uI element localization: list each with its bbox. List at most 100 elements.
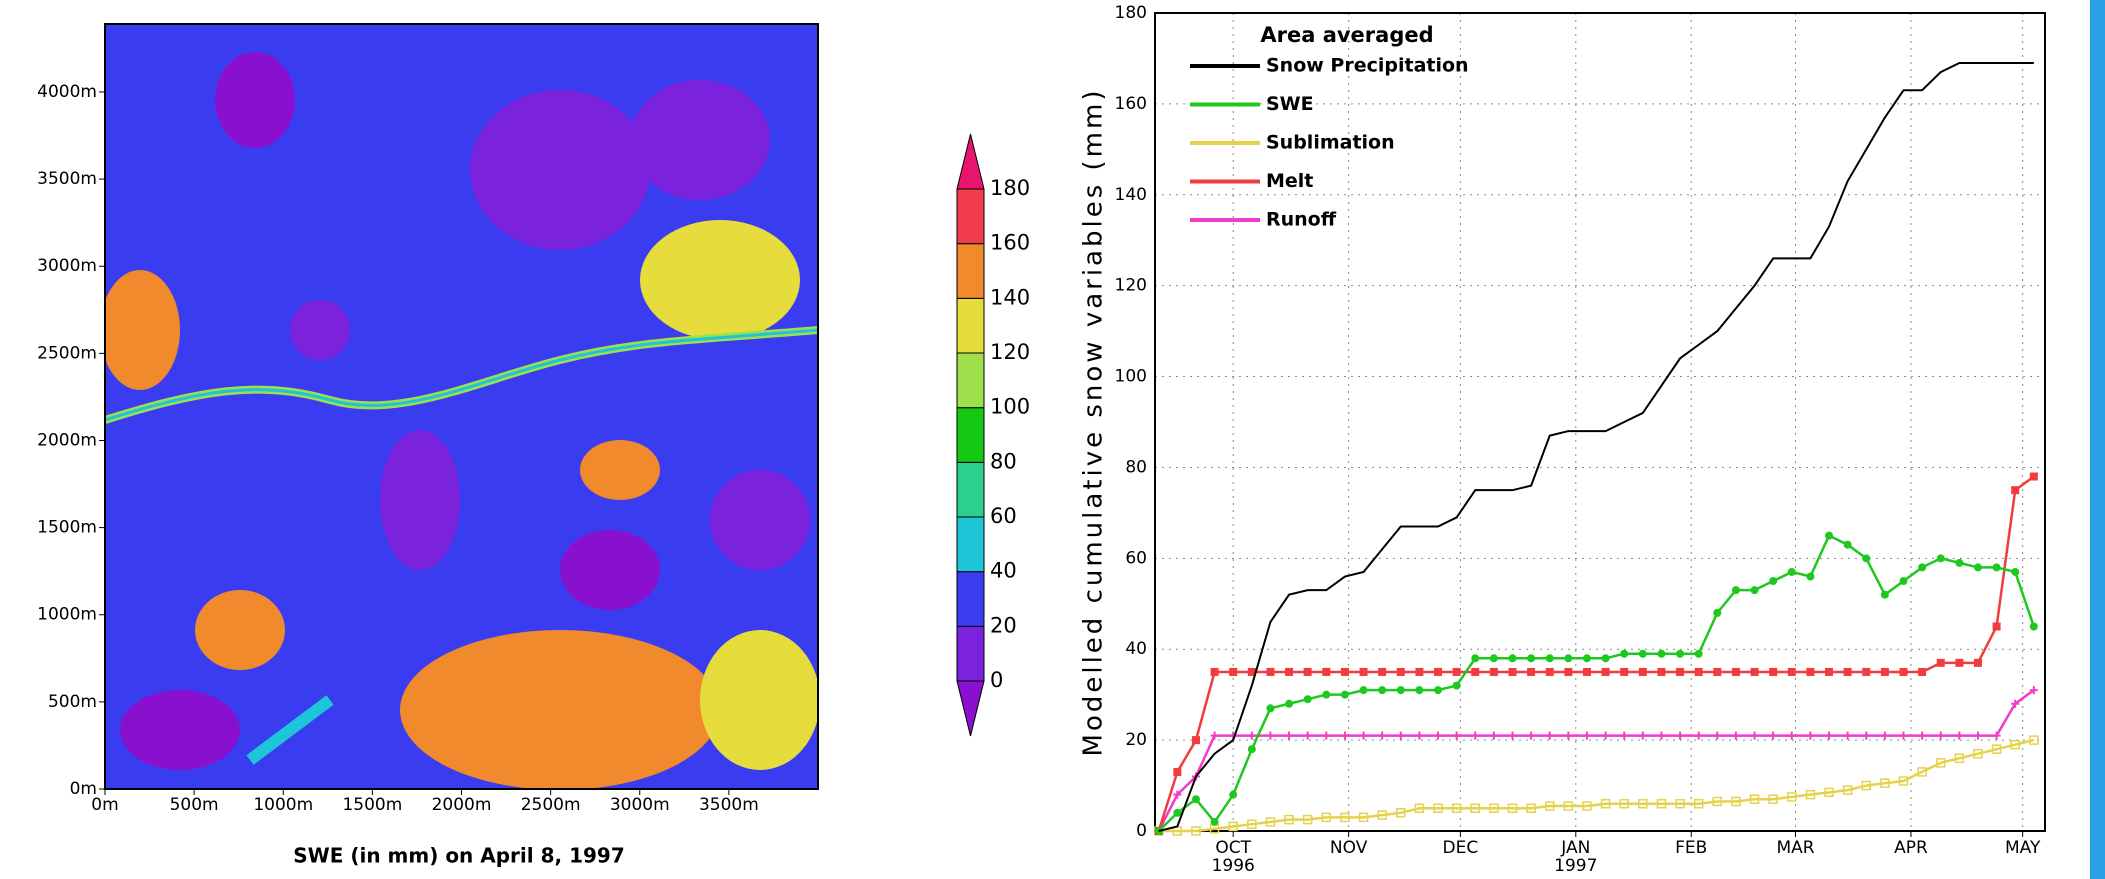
marker (1843, 667, 1852, 676)
marker (1564, 667, 1573, 676)
legend-label: SWE (1266, 93, 1314, 115)
marker (1992, 622, 2001, 631)
colorbar-label: 20 (990, 613, 1017, 637)
marker (2029, 472, 2038, 481)
marker (1527, 654, 1536, 663)
marker (1806, 731, 1815, 740)
marker (1731, 667, 1740, 676)
marker (1601, 731, 1610, 740)
marker (1973, 658, 1982, 667)
marker (1676, 731, 1685, 740)
marker (1173, 790, 1182, 799)
marker (1266, 667, 1275, 676)
marker (1825, 531, 1834, 540)
marker (1918, 731, 1927, 740)
marker (1638, 731, 1647, 740)
marker (1191, 795, 1200, 804)
marker (1210, 667, 1219, 676)
marker (1731, 586, 1740, 595)
colorbar-bin (956, 407, 985, 463)
marker (1935, 758, 1946, 768)
marker (1601, 654, 1610, 663)
marker (1676, 667, 1685, 676)
y-tick-label: 1000m (37, 605, 97, 625)
marker (1750, 586, 1759, 595)
colorbar-extension (956, 680, 985, 737)
swe-map-raster (105, 24, 818, 789)
marker (1358, 812, 1369, 823)
legend-label: Melt (1266, 170, 1313, 192)
marker (1247, 745, 1256, 754)
x-tick-label: JAN (1560, 838, 1590, 858)
marker (1694, 731, 1703, 740)
marker (1321, 812, 1332, 823)
marker (1359, 731, 1368, 740)
marker (1657, 649, 1666, 658)
marker (1918, 667, 1927, 676)
marker (1545, 667, 1554, 676)
marker (1694, 649, 1703, 658)
marker (1396, 667, 1405, 676)
marker (2010, 739, 2020, 750)
marker (1861, 780, 1872, 791)
marker (1285, 731, 1294, 740)
x-tick-label: 1000m (253, 795, 313, 815)
marker (1452, 667, 1461, 676)
marker (1285, 667, 1294, 676)
marker (1340, 731, 1349, 740)
marker (1842, 785, 1853, 795)
marker (1750, 731, 1759, 740)
marker (1657, 731, 1666, 740)
y-tick-label: 140 (1115, 185, 1147, 205)
x-tick-label: MAY (2005, 838, 2041, 858)
marker (1954, 753, 1965, 764)
marker (1806, 572, 1815, 581)
legend-label: Snow Precipitation (1266, 55, 1469, 77)
y-tick-label: 180 (1115, 3, 1147, 23)
colorbar-bin (956, 352, 985, 409)
marker (1247, 667, 1256, 676)
marker (1415, 686, 1424, 695)
marker (1471, 654, 1480, 663)
series-line (1157, 689, 2035, 832)
colorbar-bin (956, 243, 985, 299)
marker (1917, 767, 1927, 777)
colorbar-extension (956, 133, 985, 190)
marker (1620, 649, 1629, 658)
marker (1563, 801, 1574, 811)
colorbar-bin (956, 625, 985, 682)
x-year-label: 1997 (1554, 856, 1597, 876)
y-tick-label: 160 (1115, 94, 1147, 114)
marker (1210, 731, 1219, 740)
marker (1713, 608, 1722, 617)
marker (1415, 731, 1424, 740)
marker (1582, 731, 1591, 740)
marker (1564, 731, 1573, 740)
legend-label: Runoff (1266, 209, 1337, 231)
marker (1526, 803, 1536, 814)
y-tick-label: 0 (1136, 821, 1147, 841)
marker (1862, 667, 1871, 676)
marker (1675, 798, 1685, 809)
marker (1750, 667, 1759, 676)
marker (2011, 699, 2020, 708)
series-line (1157, 475, 2035, 832)
legend-label: Sublimation (1266, 132, 1395, 154)
marker (1433, 803, 1443, 814)
marker (1638, 667, 1647, 676)
marker (1322, 690, 1331, 699)
colorbar-bin (956, 571, 985, 627)
marker (1769, 667, 1778, 676)
marker (1470, 803, 1481, 814)
marker (1899, 577, 1908, 586)
marker (1936, 731, 1945, 740)
marker (1434, 667, 1443, 676)
marker (1414, 803, 1425, 814)
y-tick-label: 4000m (37, 82, 97, 102)
x-tick-label: FEB (1675, 838, 1707, 858)
colorbar-label: 120 (990, 340, 1030, 364)
marker (1322, 731, 1331, 740)
colorbar-label: 60 (990, 504, 1017, 528)
marker (1619, 798, 1629, 809)
marker (1415, 667, 1424, 676)
